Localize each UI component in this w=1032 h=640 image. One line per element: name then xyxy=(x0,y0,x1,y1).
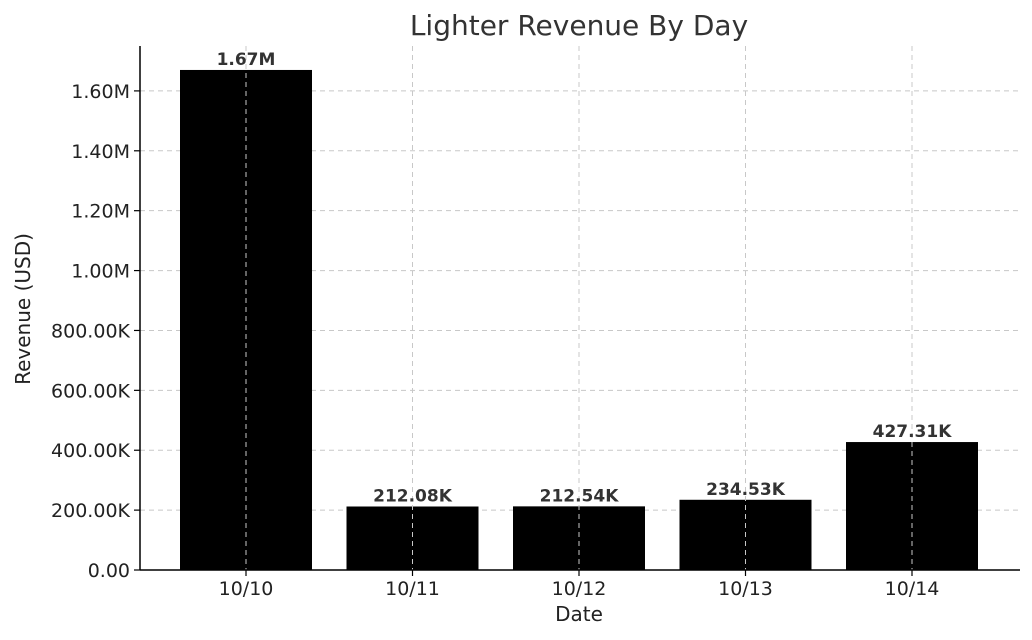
y-tick-label: 0.00 xyxy=(88,560,130,582)
axes-layer: 0.00 200.00K 400.00K 600.00K 800.00K 1.00M 1.2… xyxy=(51,46,1020,600)
y-tick-label: 600.00K xyxy=(51,380,130,402)
y-tick-label: 200.00K xyxy=(51,500,130,522)
y-tick-label: 1.40M xyxy=(71,141,130,163)
bar-value-label: 1.67M xyxy=(217,50,276,70)
x-tick-label: 10/11 xyxy=(385,578,440,600)
x-tick-label: 10/10 xyxy=(219,578,274,600)
y-tick-label: 1.00M xyxy=(71,261,130,283)
y-tick-label: 1.20M xyxy=(71,201,130,223)
chart-title: Lighter Revenue By Day xyxy=(410,9,748,42)
x-tick-label: 10/14 xyxy=(885,578,940,600)
data-labels-layer: 1.67M 212.08K 212.54K 234.53K 427.31K xyxy=(217,50,953,507)
bar-value-label: 212.08K xyxy=(373,486,453,506)
bar-value-label: 212.54K xyxy=(540,486,620,506)
y-tick-label: 1.60M xyxy=(71,81,130,103)
y-tick-label: 800.00K xyxy=(51,320,130,342)
y-tick-label: 400.00K xyxy=(51,440,130,462)
bar-value-label: 234.53K xyxy=(706,480,786,500)
x-axis-label: Date xyxy=(555,602,603,626)
x-tick-label: 10/13 xyxy=(718,578,773,600)
y-axis-label: Revenue (USD) xyxy=(11,233,35,385)
x-tick-label: 10/12 xyxy=(552,578,607,600)
bar-value-label: 427.31K xyxy=(873,422,953,442)
